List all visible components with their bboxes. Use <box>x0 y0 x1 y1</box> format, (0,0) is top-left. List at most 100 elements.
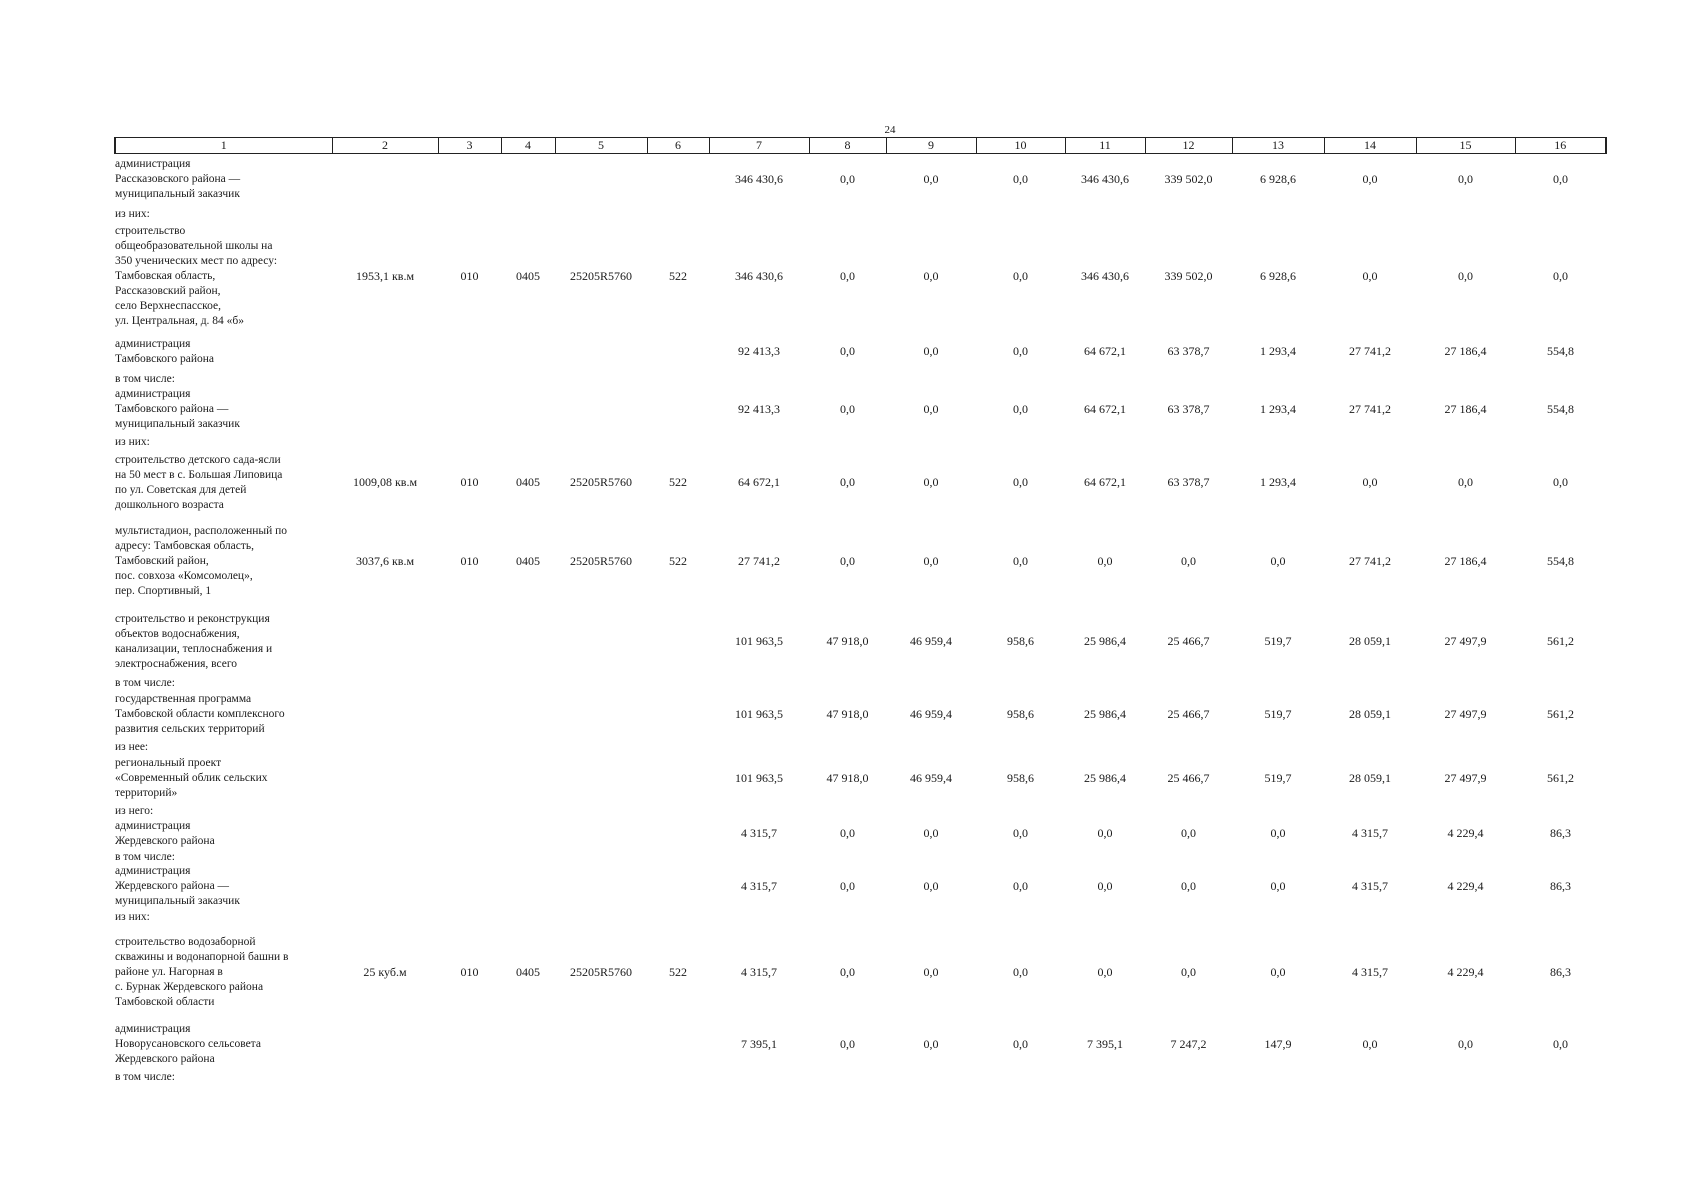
column-header: 5 <box>554 137 648 154</box>
cell-col-16: 0,0 <box>1553 475 1568 489</box>
column-header: 6 <box>646 137 710 154</box>
cell-col-13: 0,0 <box>1270 965 1286 979</box>
cell-col-13: 519,7 <box>1264 707 1292 721</box>
cell-col-4 <box>501 1021 555 1069</box>
cell-col-2 <box>332 332 438 372</box>
cell-col-11: 0,0 <box>1097 878 1113 893</box>
cell-col-7: 7 395,1 <box>741 1037 777 1051</box>
cell-col-10: 0,0 <box>1013 344 1028 358</box>
cell-col-3 <box>438 608 501 676</box>
empty-cell <box>332 740 1606 754</box>
column-header: 3 <box>437 137 502 154</box>
cell-col-4 <box>501 754 555 804</box>
cell-col-5 <box>555 608 647 676</box>
cell-col-4: 0405 <box>516 965 540 979</box>
row-name: строительство общеобразовательной школы … <box>115 225 278 327</box>
cell-col-15: 27 497,9 <box>1444 707 1487 721</box>
column-header: 8 <box>808 137 887 154</box>
cell-col-12: 25 466,7 <box>1167 707 1210 721</box>
cell-col-7: 64 672,1 <box>738 475 780 489</box>
cell-col-7: 101 963,5 <box>735 707 783 721</box>
cell-col-6 <box>647 754 709 804</box>
cell-col-16: 561,2 <box>1547 707 1574 721</box>
cell-col-2 <box>332 754 438 804</box>
cell-col-9: 0,0 <box>923 1037 939 1051</box>
row-name: администрация Новорусановского сельсовет… <box>115 1023 261 1065</box>
cell-col-11: 25 986,4 <box>1084 771 1126 785</box>
cell-col-14: 27 741,2 <box>1349 402 1391 416</box>
cell-col-3 <box>438 386 501 434</box>
cell-col-14: 0,0 <box>1362 1037 1378 1051</box>
cell-col-14: 4 315,7 <box>1352 878 1388 893</box>
column-header: 4 <box>500 137 556 154</box>
row-subheading: из них: <box>115 207 150 220</box>
cell-col-15: 27 497,9 <box>1444 634 1487 648</box>
row-name: администрация Рассказовского района — му… <box>115 158 241 201</box>
empty-cell <box>332 850 1606 864</box>
cell-col-12: 339 502,0 <box>1164 172 1213 187</box>
cell-col-16: 561,2 <box>1547 771 1574 785</box>
cell-col-16: 554,8 <box>1547 554 1574 568</box>
cell-col-12: 63 378,7 <box>1167 475 1210 489</box>
subheading-row: в том числе: <box>115 372 1606 386</box>
cell-col-2 <box>332 818 438 850</box>
row-subheading: в том числе: <box>115 676 175 689</box>
cell-col-10: 958,6 <box>1007 707 1034 721</box>
cell-col-13: 0,0 <box>1270 826 1286 840</box>
cell-col-2 <box>332 690 438 740</box>
cell-col-6: 522 <box>669 965 687 979</box>
empty-cell <box>332 206 1606 222</box>
cell-col-11: 7 395,1 <box>1087 1037 1123 1051</box>
cell-col-10: 0,0 <box>1013 269 1028 283</box>
cell-col-2 <box>332 154 438 206</box>
cell-col-16: 554,8 <box>1547 402 1574 416</box>
cell-col-13: 1 293,4 <box>1260 344 1296 358</box>
subheading-row: из них: <box>115 206 1606 222</box>
cell-col-6 <box>647 690 709 740</box>
subheading-row: из них: <box>115 909 1606 925</box>
cell-col-8: 0,0 <box>840 172 855 187</box>
cell-col-4: 0405 <box>516 554 540 568</box>
subheading-row: из нее: <box>115 740 1606 754</box>
cell-col-12: 0,0 <box>1181 826 1196 840</box>
table-row: строительство и реконструкция объектов в… <box>115 608 1606 676</box>
cell-col-4 <box>501 386 555 434</box>
cell-col-7: 4 315,7 <box>741 826 777 840</box>
row-name: строительство и реконструкция объектов в… <box>115 612 273 670</box>
cell-col-6 <box>647 864 709 909</box>
cell-col-10: 0,0 <box>1013 172 1028 187</box>
column-header: 9 <box>885 137 977 154</box>
cell-col-12: 339 502,0 <box>1164 269 1213 283</box>
empty-cell <box>332 804 1606 818</box>
cell-col-10: 0,0 <box>1013 554 1028 568</box>
cell-col-12: 63 378,7 <box>1167 402 1210 416</box>
column-header: 16 <box>1514 137 1607 154</box>
column-number-header: 1 2 3 4 5 6 7 8 9 10 11 12 13 14 15 16 <box>114 137 1607 154</box>
cell-col-15: 27 186,4 <box>1444 402 1487 416</box>
cell-col-11: 64 672,1 <box>1084 475 1126 489</box>
cell-col-13: 147,9 <box>1264 1037 1292 1051</box>
row-name: мультистадион, расположенный по адресу: … <box>115 525 288 597</box>
cell-col-12: 7 247,2 <box>1170 1037 1207 1051</box>
cell-col-6: 522 <box>669 269 687 283</box>
cell-col-8: 0,0 <box>840 878 855 893</box>
cell-col-14: 4 315,7 <box>1352 826 1388 840</box>
cell-col-6 <box>647 818 709 850</box>
empty-cell <box>332 434 1606 450</box>
cell-col-13: 519,7 <box>1264 634 1292 648</box>
cell-col-5: 25205R5760 <box>569 965 632 979</box>
cell-col-3: 010 <box>460 475 479 489</box>
row-name: администрация Жердевского района <box>115 819 215 847</box>
cell-col-2 <box>332 1021 438 1069</box>
cell-col-2: 25 куб.м <box>363 965 407 979</box>
cell-col-2 <box>332 608 438 676</box>
cell-col-11: 0,0 <box>1097 554 1113 568</box>
cell-col-7: 346 430,6 <box>735 269 783 283</box>
row-name: строительство детского сада-ясли на 50 м… <box>115 453 283 511</box>
cell-col-8: 47 918,0 <box>826 634 869 648</box>
cell-col-11: 64 672,1 <box>1084 402 1126 416</box>
row-subheading: в том числе: <box>115 372 175 385</box>
cell-col-13: 6 928,6 <box>1260 172 1296 187</box>
cell-col-7: 4 315,7 <box>741 965 777 979</box>
cell-col-2 <box>332 864 438 909</box>
